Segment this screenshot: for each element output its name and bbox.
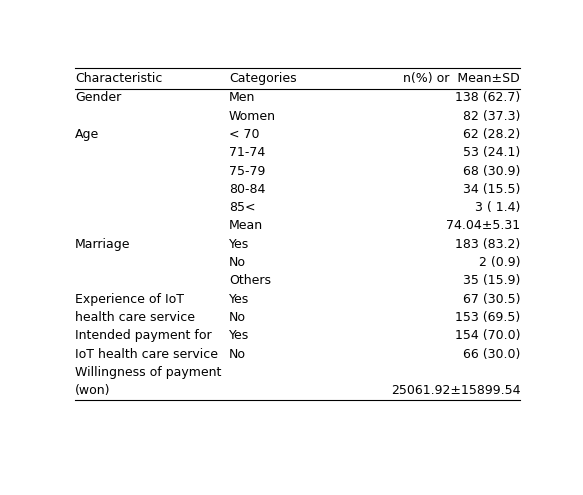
- Text: 2 (0.9): 2 (0.9): [479, 256, 520, 269]
- Text: 75-79: 75-79: [229, 164, 265, 178]
- Text: Others: Others: [229, 274, 271, 288]
- Text: IoT health care service: IoT health care service: [75, 347, 218, 360]
- Text: 74.04±5.31: 74.04±5.31: [446, 219, 520, 233]
- Text: Yes: Yes: [229, 329, 249, 342]
- Text: health care service: health care service: [75, 311, 195, 324]
- Text: 62 (28.2): 62 (28.2): [463, 128, 520, 141]
- Text: Mean: Mean: [229, 219, 263, 233]
- Text: Gender: Gender: [75, 92, 121, 104]
- Text: 68 (30.9): 68 (30.9): [463, 164, 520, 178]
- Text: Categories: Categories: [229, 72, 296, 85]
- Text: 34 (15.5): 34 (15.5): [463, 183, 520, 196]
- Text: n(%) or  Mean±SD: n(%) or Mean±SD: [403, 72, 520, 85]
- Text: 82 (37.3): 82 (37.3): [463, 110, 520, 123]
- Text: 53 (24.1): 53 (24.1): [463, 147, 520, 159]
- Text: Yes: Yes: [229, 238, 249, 251]
- Text: 35 (15.9): 35 (15.9): [463, 274, 520, 288]
- Text: 80-84: 80-84: [229, 183, 265, 196]
- Text: Women: Women: [229, 110, 276, 123]
- Text: 85<: 85<: [229, 201, 255, 214]
- Text: No: No: [229, 256, 246, 269]
- Text: Age: Age: [75, 128, 99, 141]
- Text: Men: Men: [229, 92, 255, 104]
- Text: Marriage: Marriage: [75, 238, 131, 251]
- Text: Experience of IoT: Experience of IoT: [75, 293, 184, 305]
- Text: (won): (won): [75, 384, 111, 397]
- Text: 66 (30.0): 66 (30.0): [463, 347, 520, 360]
- Text: 3 ( 1.4): 3 ( 1.4): [475, 201, 520, 214]
- Text: No: No: [229, 347, 246, 360]
- Text: 67 (30.5): 67 (30.5): [463, 293, 520, 305]
- Text: < 70: < 70: [229, 128, 259, 141]
- Text: 183 (83.2): 183 (83.2): [455, 238, 520, 251]
- Text: 138 (62.7): 138 (62.7): [455, 92, 520, 104]
- Text: 154 (70.0): 154 (70.0): [455, 329, 520, 342]
- Text: Intended payment for: Intended payment for: [75, 329, 212, 342]
- Text: Characteristic: Characteristic: [75, 72, 163, 85]
- Text: 153 (69.5): 153 (69.5): [455, 311, 520, 324]
- Text: No: No: [229, 311, 246, 324]
- Text: 25061.92±15899.54: 25061.92±15899.54: [391, 384, 520, 397]
- Text: Yes: Yes: [229, 293, 249, 305]
- Text: Willingness of payment: Willingness of payment: [75, 366, 222, 379]
- Text: 71-74: 71-74: [229, 147, 265, 159]
